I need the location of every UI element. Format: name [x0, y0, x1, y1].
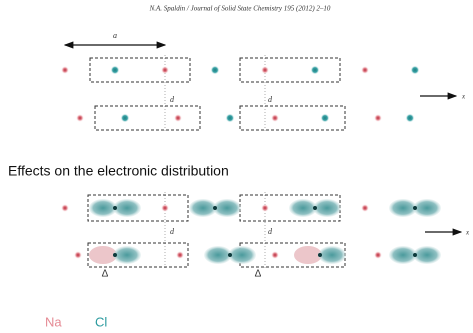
cl-ion [211, 66, 220, 75]
cl-core [113, 253, 117, 257]
na-ion [361, 204, 369, 212]
cl-core [318, 253, 322, 257]
legend-cl: Cl [95, 314, 107, 329]
unit-cell-box [90, 58, 190, 82]
cl-core [313, 206, 317, 210]
cl-cloud [413, 199, 441, 217]
delta-label: Δ [102, 269, 109, 280]
na-ion [161, 204, 169, 212]
legend-na: Na [45, 314, 62, 329]
cl-ion [406, 114, 415, 123]
cl-core [413, 206, 417, 210]
cl-cloud [113, 246, 141, 264]
d-label: d [268, 227, 273, 236]
a-label: a [113, 31, 117, 40]
d-label: d [268, 95, 273, 104]
cl-ion [121, 114, 130, 123]
na-ion [374, 251, 382, 259]
cl-cloud [413, 246, 441, 264]
na-ion [61, 66, 69, 74]
cl-cloud [389, 246, 417, 264]
cl-cloud [289, 199, 317, 217]
na-ion [176, 251, 184, 259]
cl-cloud [389, 199, 417, 217]
cl-cloud [89, 199, 117, 217]
na-ion [76, 114, 84, 122]
cl-cloud [294, 246, 322, 264]
cl-cloud [89, 246, 117, 264]
heading: Effects on the electronic distribution [8, 163, 229, 179]
cl-cloud [313, 199, 341, 217]
unit-cell-box [240, 58, 340, 82]
cl-core [213, 206, 217, 210]
na-ion [271, 114, 279, 122]
na-ion [74, 251, 82, 259]
d-label: d [170, 95, 175, 104]
na-ion [161, 66, 169, 74]
citation: N.A. Spaldin / Journal of Solid State Ch… [149, 5, 331, 13]
na-ion [261, 204, 269, 212]
cl-core [113, 206, 117, 210]
x-label: x [465, 229, 470, 237]
cl-cloud [318, 246, 346, 264]
cl-ion [411, 66, 420, 75]
cl-cloud [204, 246, 232, 264]
cl-ion [111, 66, 120, 75]
diagram: N.A. Spaldin / Journal of Solid State Ch… [0, 0, 473, 333]
unit-cell-box [95, 106, 200, 130]
na-ion [361, 66, 369, 74]
cl-ion [311, 66, 320, 75]
na-ion [174, 114, 182, 122]
na-ion [61, 204, 69, 212]
cl-cloud [228, 246, 256, 264]
cl-core [228, 253, 232, 257]
na-ion [261, 66, 269, 74]
x-label: x [461, 93, 466, 101]
cl-ion [226, 114, 235, 123]
cl-ion [321, 114, 330, 123]
d-label: d [170, 227, 175, 236]
cl-cloud [213, 199, 241, 217]
cl-cloud [189, 199, 217, 217]
delta-label: Δ [255, 269, 262, 280]
na-ion [271, 251, 279, 259]
cl-cloud [113, 199, 141, 217]
cl-core [413, 253, 417, 257]
na-ion [374, 114, 382, 122]
